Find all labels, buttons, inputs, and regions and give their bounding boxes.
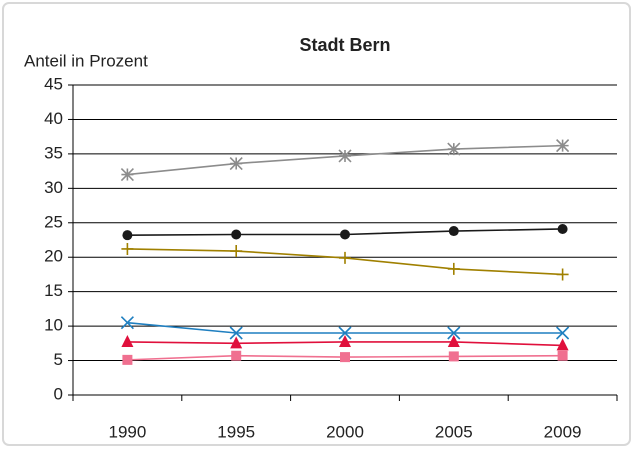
x-tick-label: 2000: [326, 422, 364, 441]
point: [447, 326, 461, 340]
point: [556, 139, 570, 153]
point: [230, 336, 243, 349]
point: [557, 223, 568, 234]
chart-frame: [2, 2, 631, 446]
point: [339, 334, 351, 347]
point: [447, 142, 461, 156]
point: [231, 350, 242, 361]
y-tick-label: 45: [44, 74, 63, 93]
point: [339, 251, 351, 264]
point: [447, 262, 460, 275]
point: [121, 242, 134, 255]
point: [447, 334, 460, 347]
y-tick-label: 20: [44, 247, 63, 266]
y-axis-label: Anteil in Prozent: [24, 51, 148, 70]
point: [340, 352, 350, 363]
point: [229, 326, 243, 340]
y-tick-label: 5: [54, 350, 63, 369]
point: [122, 230, 133, 241]
y-tick-label: 25: [44, 212, 63, 231]
point: [556, 326, 570, 340]
point: [121, 334, 134, 347]
x-tick-label: 2009: [544, 422, 582, 441]
y-tick-label: 10: [44, 316, 63, 335]
point: [340, 229, 350, 240]
point: [556, 338, 569, 351]
y-tick-label: 15: [44, 281, 63, 300]
point: [120, 167, 134, 182]
point: [229, 156, 243, 171]
point: [338, 326, 352, 340]
point: [448, 351, 459, 362]
y-tick-label: 35: [44, 143, 63, 162]
chart-title: Stadt Bern: [299, 35, 390, 55]
x-tick-label: 2005: [435, 422, 473, 441]
y-tick-label: 30: [44, 178, 63, 197]
point: [448, 226, 459, 237]
x-tick-label: 1990: [108, 422, 146, 441]
y-tick-label: 0: [54, 384, 63, 403]
point: [231, 229, 242, 240]
point: [556, 268, 569, 281]
point: [120, 316, 134, 330]
point: [230, 245, 243, 258]
point: [557, 350, 568, 361]
x-tick-label: 1995: [217, 422, 255, 441]
point: [338, 149, 352, 163]
point: [122, 354, 133, 365]
y-tick-label: 40: [44, 109, 63, 128]
